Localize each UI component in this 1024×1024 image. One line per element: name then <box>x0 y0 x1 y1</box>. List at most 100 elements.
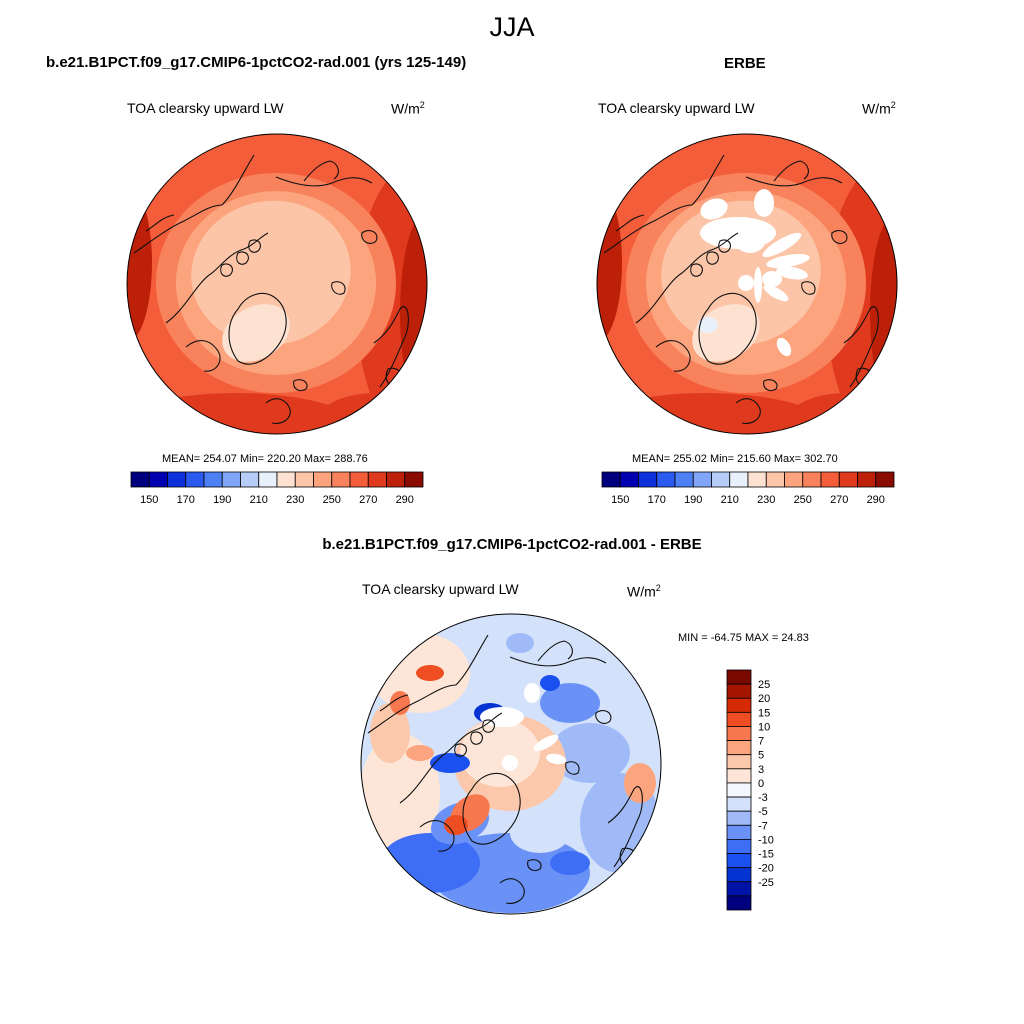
panel2-colorbar-tick-label: 190 <box>684 494 702 506</box>
panel3-field-region <box>460 719 540 787</box>
panel1-polar-map <box>126 133 428 435</box>
panel3-coastline <box>537 640 573 662</box>
panel3-colorbar-tick-label: -20 <box>758 863 774 875</box>
panel3-title: b.e21.B1PCT.f09_g17.CMIP6-1pctCO2-rad.00… <box>322 536 702 553</box>
panel1-colorbar-box <box>294 471 314 488</box>
panel3-colorbar-box <box>726 768 752 784</box>
panel3-missing-data-patch <box>524 683 540 703</box>
panel3-colorbar-box <box>726 697 752 713</box>
panel2-field-region <box>698 317 718 333</box>
panel1-stats: MEAN= 254.07 Min= 220.20 Max= 288.76 <box>162 453 368 465</box>
panel1-title: b.e21.B1PCT.f09_g17.CMIP6-1pctCO2-rad.00… <box>46 54 467 71</box>
panel3-field <box>361 614 661 914</box>
panel1-colorbar-box <box>258 471 278 488</box>
panel2-colorbar-box <box>838 471 858 488</box>
panel2-missing-data-patch <box>776 266 808 280</box>
panel2-coastline <box>718 239 731 253</box>
panel1-colorbar-tick-label: 230 <box>286 494 304 506</box>
panel3-colorbar-box <box>726 754 752 770</box>
panel3-colorbar-tick-label: 7 <box>758 736 764 748</box>
panel1-colorbar-tick-label: 270 <box>359 494 377 506</box>
panel2-colorbar-box <box>619 471 639 488</box>
panel1-variable-label: TOA clearsky upward LW <box>127 100 284 116</box>
panel1-colorbar-box <box>331 471 351 488</box>
panel2-coastline <box>735 398 761 424</box>
panel2-colorbar-tick-label: 250 <box>794 494 812 506</box>
panel3-colorbar-box <box>726 711 752 727</box>
panel3-colorbar-tick-label: -3 <box>758 792 768 804</box>
panel1-coastline <box>133 204 223 254</box>
panel2-colorbar-tick-label: 230 <box>757 494 775 506</box>
panel3-coastline <box>499 878 525 904</box>
panel2-colorbar-tick-label: 150 <box>611 494 629 506</box>
panel3-coastline <box>454 743 467 757</box>
panel2-colorbar: 150 170 190 210 230 250 270 290 <box>601 471 895 506</box>
panel1-colorbar-box <box>148 471 168 488</box>
panel2-field <box>597 134 897 434</box>
panel2-coastline <box>831 230 848 244</box>
panel3-coastline <box>565 761 580 775</box>
panel2-coastline <box>691 154 843 206</box>
panel3-field-region <box>430 753 470 773</box>
panel3-colorbar-box <box>726 839 752 854</box>
panel3-field-region <box>550 723 630 783</box>
panel3-map-border <box>360 613 662 915</box>
panel3-field-region <box>506 633 534 653</box>
panel1-colorbar-box <box>367 471 387 488</box>
panel2-colorbar-box <box>656 471 676 488</box>
panel2-missing-data-patch <box>762 232 802 258</box>
panel1-field-region <box>222 304 290 362</box>
panel3-colorbar-box <box>726 669 752 685</box>
panel2-stats: MEAN= 255.02 Min= 215.60 Max= 302.70 <box>632 453 838 465</box>
panel3-colorbar-tick-label: -15 <box>758 849 774 861</box>
panel3-colorbar-tick-label: 5 <box>758 750 764 762</box>
panel3-colorbar-tick-label: -25 <box>758 877 774 889</box>
panel1-colorbar-box <box>349 471 369 488</box>
panel3-field-region <box>540 675 560 691</box>
panel2-colorbar-tick-label: 170 <box>648 494 666 506</box>
panel3-coastline <box>399 712 503 804</box>
panel3-colorbar: 25 20 15 10 7 5 3 0 -3 -5 -7 -10 -15 -20 -25 <box>726 669 774 911</box>
panel1-colorbar-tick-label: 150 <box>140 494 158 506</box>
panel2-missing-data-patch <box>754 189 774 217</box>
panel2-colorbar-tick-label: 290 <box>867 494 885 506</box>
panel2-colorbar-box <box>729 471 749 488</box>
panel3-colorbar-tick-label: 0 <box>758 778 764 790</box>
panel2-coastline <box>655 340 691 372</box>
panel2-map-border <box>596 133 898 435</box>
panel3-colorbar-box <box>726 881 752 897</box>
panel3-colorbar-tick-label: -10 <box>758 834 774 846</box>
panel2-missing-data-patch <box>766 253 810 269</box>
panel2-polar-map <box>596 133 898 435</box>
panel2-colorbar-box <box>601 471 621 488</box>
panel3-field-region <box>406 745 434 761</box>
panel1-coastline <box>185 340 221 372</box>
panel1-coastline <box>331 281 346 295</box>
panel3-field-region <box>444 815 468 835</box>
panel1-map-border <box>126 133 428 435</box>
panel1-coastline <box>165 232 269 324</box>
panel1-coastline <box>228 292 287 365</box>
panel2-missing-data-patch <box>763 284 789 302</box>
panel3-colorbar-box <box>726 740 752 756</box>
panel1-colorbar-tick-label: 210 <box>250 494 268 506</box>
panel1-units-label: W/m2 <box>391 100 425 117</box>
panel3-field-region <box>416 665 444 681</box>
panel2-colorbar-box <box>747 471 767 488</box>
panel2-missing-data-patch <box>734 225 766 253</box>
panel3-colorbar-tick-label: -5 <box>758 806 768 818</box>
panel3-colorbar-tick-label: 15 <box>758 707 770 719</box>
panel3-field-region <box>550 851 590 875</box>
panel3-coastline <box>470 731 483 745</box>
panel3-colorbar-tick-label: 10 <box>758 721 770 733</box>
panel3-units-label: W/m2 <box>627 583 661 600</box>
panel2-colorbar-box <box>765 471 785 488</box>
panel3-coastline <box>419 820 455 852</box>
panel3-colorbar-tick-label: 3 <box>758 764 764 776</box>
panel3-field-region <box>390 691 410 715</box>
panel3-coastline <box>367 684 457 734</box>
panel1-colorbar-tick-label: 170 <box>177 494 195 506</box>
panel3-polar-map <box>360 613 662 915</box>
panel1-colorbar-box <box>203 471 223 488</box>
panel1-coastline <box>293 379 308 392</box>
